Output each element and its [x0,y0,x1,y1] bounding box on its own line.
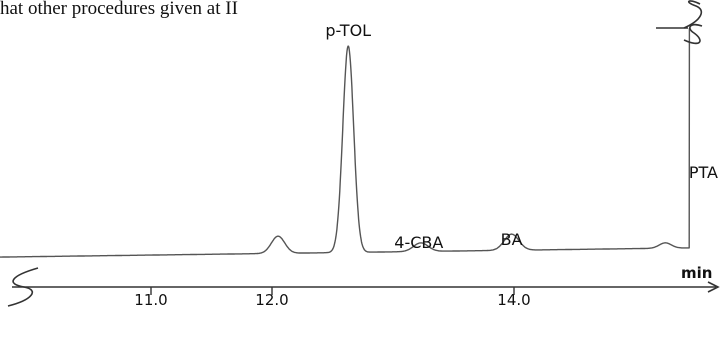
axis-break-symbol [683,0,703,29]
peak-label: 4-CBA [394,233,443,252]
peak-label: p-TOL [325,21,371,40]
peak-labels: p-TOL 4-CBA BA PTA [325,21,718,252]
x-tick-label: 11.0 [134,291,167,309]
peak-label: PTA [689,163,718,182]
x-tick-labels: 11.0 12.0 14.0 [134,291,530,309]
x-axis-label: min [681,264,712,282]
header-text: hat other procedures given at II [0,0,238,19]
x-ticks [150,287,515,295]
axis-break-symbol [7,267,39,307]
axis-break-symbol [683,23,703,45]
x-tick-label: 14.0 [497,291,530,309]
signal-trace [0,27,691,258]
x-tick-label: 12.0 [255,291,288,309]
peak-label: BA [501,230,523,249]
x-axis-arrow [707,281,720,293]
